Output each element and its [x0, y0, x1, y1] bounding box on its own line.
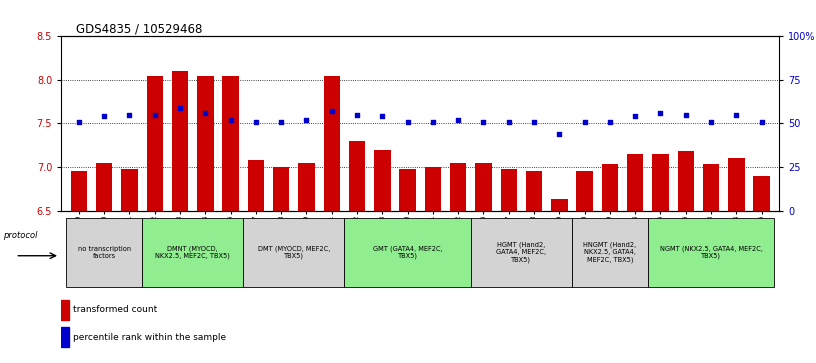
Bar — [551, 199, 567, 211]
Bar — [273, 167, 290, 211]
Point — [552, 131, 565, 137]
Bar — [298, 163, 315, 211]
Point — [451, 117, 464, 123]
Bar — [677, 151, 694, 211]
Bar — [243, 218, 344, 287]
Point — [376, 114, 389, 119]
Point — [224, 117, 237, 123]
Bar — [703, 164, 719, 211]
Bar — [147, 76, 163, 211]
Point — [679, 112, 692, 118]
Text: HGMT (Hand2,
GATA4, MEF2C,
TBX5): HGMT (Hand2, GATA4, MEF2C, TBX5) — [496, 242, 547, 263]
Bar — [500, 169, 517, 211]
Point — [326, 108, 339, 114]
Bar — [248, 160, 264, 211]
Bar — [576, 171, 592, 211]
Text: protocol: protocol — [3, 231, 38, 240]
Point — [426, 119, 439, 125]
Point — [123, 112, 136, 118]
Bar — [399, 169, 416, 211]
Point — [275, 119, 288, 125]
Bar — [71, 171, 87, 211]
Point — [477, 119, 490, 125]
Bar — [96, 163, 113, 211]
Text: GDS4835 / 10529468: GDS4835 / 10529468 — [76, 22, 202, 35]
Point — [149, 112, 162, 118]
Text: DMNT (MYOCD,
NKX2.5, MEF2C, TBX5): DMNT (MYOCD, NKX2.5, MEF2C, TBX5) — [155, 245, 230, 259]
Bar — [348, 141, 366, 211]
Text: DMT (MYOCD, MEF2C,
TBX5): DMT (MYOCD, MEF2C, TBX5) — [258, 245, 330, 259]
Bar — [122, 169, 138, 211]
Bar — [374, 150, 391, 211]
Bar — [471, 218, 572, 287]
Point — [755, 119, 768, 125]
Text: transformed count: transformed count — [73, 305, 157, 314]
Point — [527, 119, 540, 125]
Text: GMT (GATA4, MEF2C,
TBX5): GMT (GATA4, MEF2C, TBX5) — [373, 245, 442, 259]
Point — [174, 105, 187, 111]
Text: no transcription
factors: no transcription factors — [78, 246, 131, 259]
Point — [73, 119, 86, 125]
Bar — [61, 327, 69, 347]
Bar — [652, 154, 668, 211]
Bar — [142, 218, 243, 287]
Text: percentile rank within the sample: percentile rank within the sample — [73, 333, 226, 342]
Point — [628, 114, 641, 119]
Bar — [753, 176, 769, 211]
Point — [199, 110, 212, 116]
Bar — [572, 218, 648, 287]
Bar — [344, 218, 471, 287]
Bar — [172, 71, 188, 211]
Point — [603, 119, 616, 125]
Bar — [526, 171, 543, 211]
Bar — [627, 154, 643, 211]
Point — [98, 114, 111, 119]
Point — [730, 112, 743, 118]
Point — [654, 110, 667, 116]
Bar — [728, 158, 744, 211]
Bar — [197, 76, 214, 211]
Text: HNGMT (Hand2,
NKX2.5, GATA4,
MEF2C, TBX5): HNGMT (Hand2, NKX2.5, GATA4, MEF2C, TBX5… — [583, 242, 636, 263]
Bar — [475, 163, 492, 211]
Bar — [648, 218, 774, 287]
Bar — [66, 218, 142, 287]
Bar — [223, 76, 239, 211]
Bar — [450, 163, 467, 211]
Bar — [601, 164, 618, 211]
Point — [250, 119, 263, 125]
Point — [578, 119, 591, 125]
Point — [502, 119, 515, 125]
Text: NGMT (NKX2.5, GATA4, MEF2C,
TBX5): NGMT (NKX2.5, GATA4, MEF2C, TBX5) — [659, 245, 762, 259]
Bar — [323, 76, 340, 211]
Point — [351, 112, 364, 118]
Bar — [61, 300, 69, 320]
Point — [401, 119, 415, 125]
Bar — [424, 167, 441, 211]
Point — [704, 119, 717, 125]
Point — [300, 117, 313, 123]
